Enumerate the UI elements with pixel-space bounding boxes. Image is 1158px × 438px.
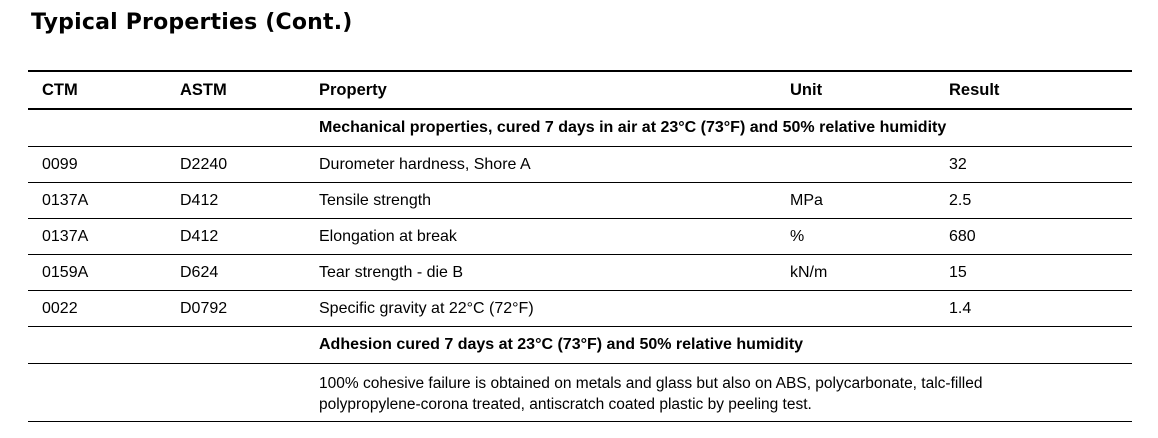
- section-row: Adhesion cured 7 days at 23°C (73°F) and…: [28, 327, 1132, 364]
- properties-table: CTM ASTM Property Unit Result Mechanical prop…: [28, 70, 1132, 422]
- header-row: CTM ASTM Property Unit Result: [28, 72, 1132, 110]
- cell-property: Durometer hardness, Shore A: [319, 155, 531, 173]
- column-header: CTM: [42, 80, 78, 99]
- data-row: 0159A D624 Tear strength - die B kN/m 15: [28, 255, 1132, 291]
- data-row: 0137A D412 Elongation at break% 680: [28, 219, 1132, 255]
- cell-ctm: 0022: [42, 299, 78, 317]
- cell-ctm: 0099: [42, 155, 78, 173]
- cell-unit: %: [790, 227, 805, 245]
- column-header: Result: [949, 80, 1000, 99]
- cell-ctm: 0137A: [42, 227, 89, 245]
- cell-ctm: 0137A: [42, 191, 89, 209]
- cell-unit: MPa: [790, 191, 823, 209]
- cell-property: Elongation at break: [319, 227, 457, 245]
- cell-unit: kN/m: [790, 263, 828, 281]
- column-header: ASTM: [180, 80, 227, 99]
- cell-result: 1.4: [949, 299, 972, 317]
- note-text: 100% cohesive failure is obtained on met…: [319, 375, 983, 413]
- cell-astm: D624: [180, 263, 219, 281]
- data-row: 0022 D0792 Specific gravity at 22°C (72°F)…: [28, 291, 1132, 327]
- cell-astm: D2240: [180, 155, 228, 173]
- data-row: 0137A D412 Tensile strength MPa 2.5: [28, 183, 1132, 219]
- section-heading: Mechanical properties, cured 7 days in a…: [319, 119, 947, 136]
- cell-result: 680: [949, 227, 976, 245]
- column-header: Unit: [790, 80, 823, 99]
- note-row: 100% cohesive failure is obtained on met…: [28, 364, 1132, 422]
- cell-property: Tear strength - die B: [319, 263, 464, 281]
- cell-result: 2.5: [949, 191, 972, 209]
- cell-ctm: 0159A: [42, 263, 89, 281]
- section-heading: Adhesion cured 7 days at 23°C (73°F) and…: [319, 336, 804, 353]
- cell-astm: D412: [180, 191, 219, 209]
- cell-astm: D0792: [180, 299, 228, 317]
- column-header: Property: [319, 80, 387, 99]
- cell-property: Tensile strength: [319, 191, 432, 209]
- cell-property: Specific gravity at 22°C (72°F): [319, 299, 534, 317]
- cell-result: 15: [949, 263, 967, 281]
- data-row: 0099 D2240 Durometer hardness, Shore A 32: [28, 147, 1132, 183]
- cell-astm: D412: [180, 227, 219, 245]
- section-row: Mechanical properties, cured 7 days in a…: [28, 110, 1132, 147]
- cell-result: 32: [949, 155, 967, 173]
- title: Typical Properties (Cont.): [31, 10, 353, 35]
